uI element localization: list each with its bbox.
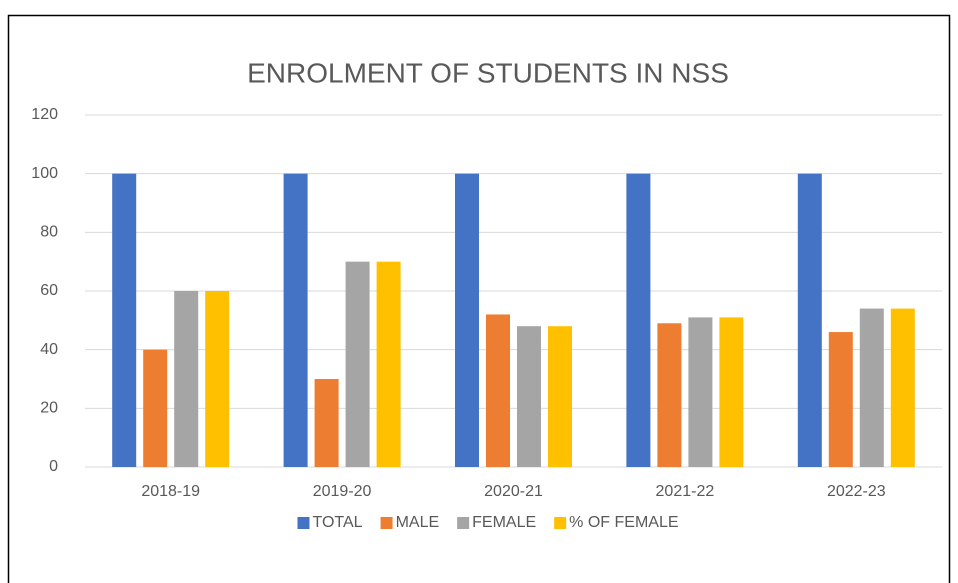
y-tick-label: 40 xyxy=(40,341,58,358)
x-tick-label: 2022-23 xyxy=(827,483,886,500)
x-tick-label: 2020-21 xyxy=(484,483,543,500)
legend-swatch xyxy=(457,517,470,529)
y-tick-label: 100 xyxy=(31,165,58,182)
bar xyxy=(548,326,572,467)
legend-swatch xyxy=(380,517,393,529)
bar xyxy=(314,379,339,467)
y-tick-label: 120 xyxy=(31,106,58,123)
legend-label: % OF FEMALE xyxy=(569,514,678,531)
bar xyxy=(797,173,822,467)
bar xyxy=(859,308,884,467)
bar xyxy=(828,332,853,467)
y-tick-label: 0 xyxy=(49,458,58,475)
bar xyxy=(205,291,230,467)
bar xyxy=(517,326,541,467)
bar xyxy=(626,173,651,467)
legend-swatch xyxy=(297,517,310,529)
legend-label: TOTAL xyxy=(312,514,362,531)
x-tick-label: 2019-20 xyxy=(313,483,372,500)
bar xyxy=(688,317,713,467)
chart-title: ENROLMENT OF STUDENTS IN NSS xyxy=(247,57,729,88)
bar xyxy=(376,261,401,467)
y-tick-label: 60 xyxy=(40,282,58,299)
bar xyxy=(345,261,370,467)
bar xyxy=(486,314,510,467)
legend-label: FEMALE xyxy=(472,514,536,531)
y-tick-label: 20 xyxy=(40,400,58,417)
bar xyxy=(890,308,915,467)
chart-border xyxy=(7,14,951,583)
bar xyxy=(143,349,168,467)
bar xyxy=(112,173,137,467)
x-tick-label: 2021-22 xyxy=(656,483,715,500)
bar xyxy=(174,291,199,467)
legend-swatch xyxy=(554,517,567,529)
x-tick-label: 2018-19 xyxy=(141,483,200,500)
bar xyxy=(657,323,682,467)
bar xyxy=(283,173,308,467)
legend-label: MALE xyxy=(396,514,440,531)
y-tick-label: 80 xyxy=(40,224,58,241)
bar xyxy=(455,173,479,467)
bar xyxy=(719,317,744,467)
